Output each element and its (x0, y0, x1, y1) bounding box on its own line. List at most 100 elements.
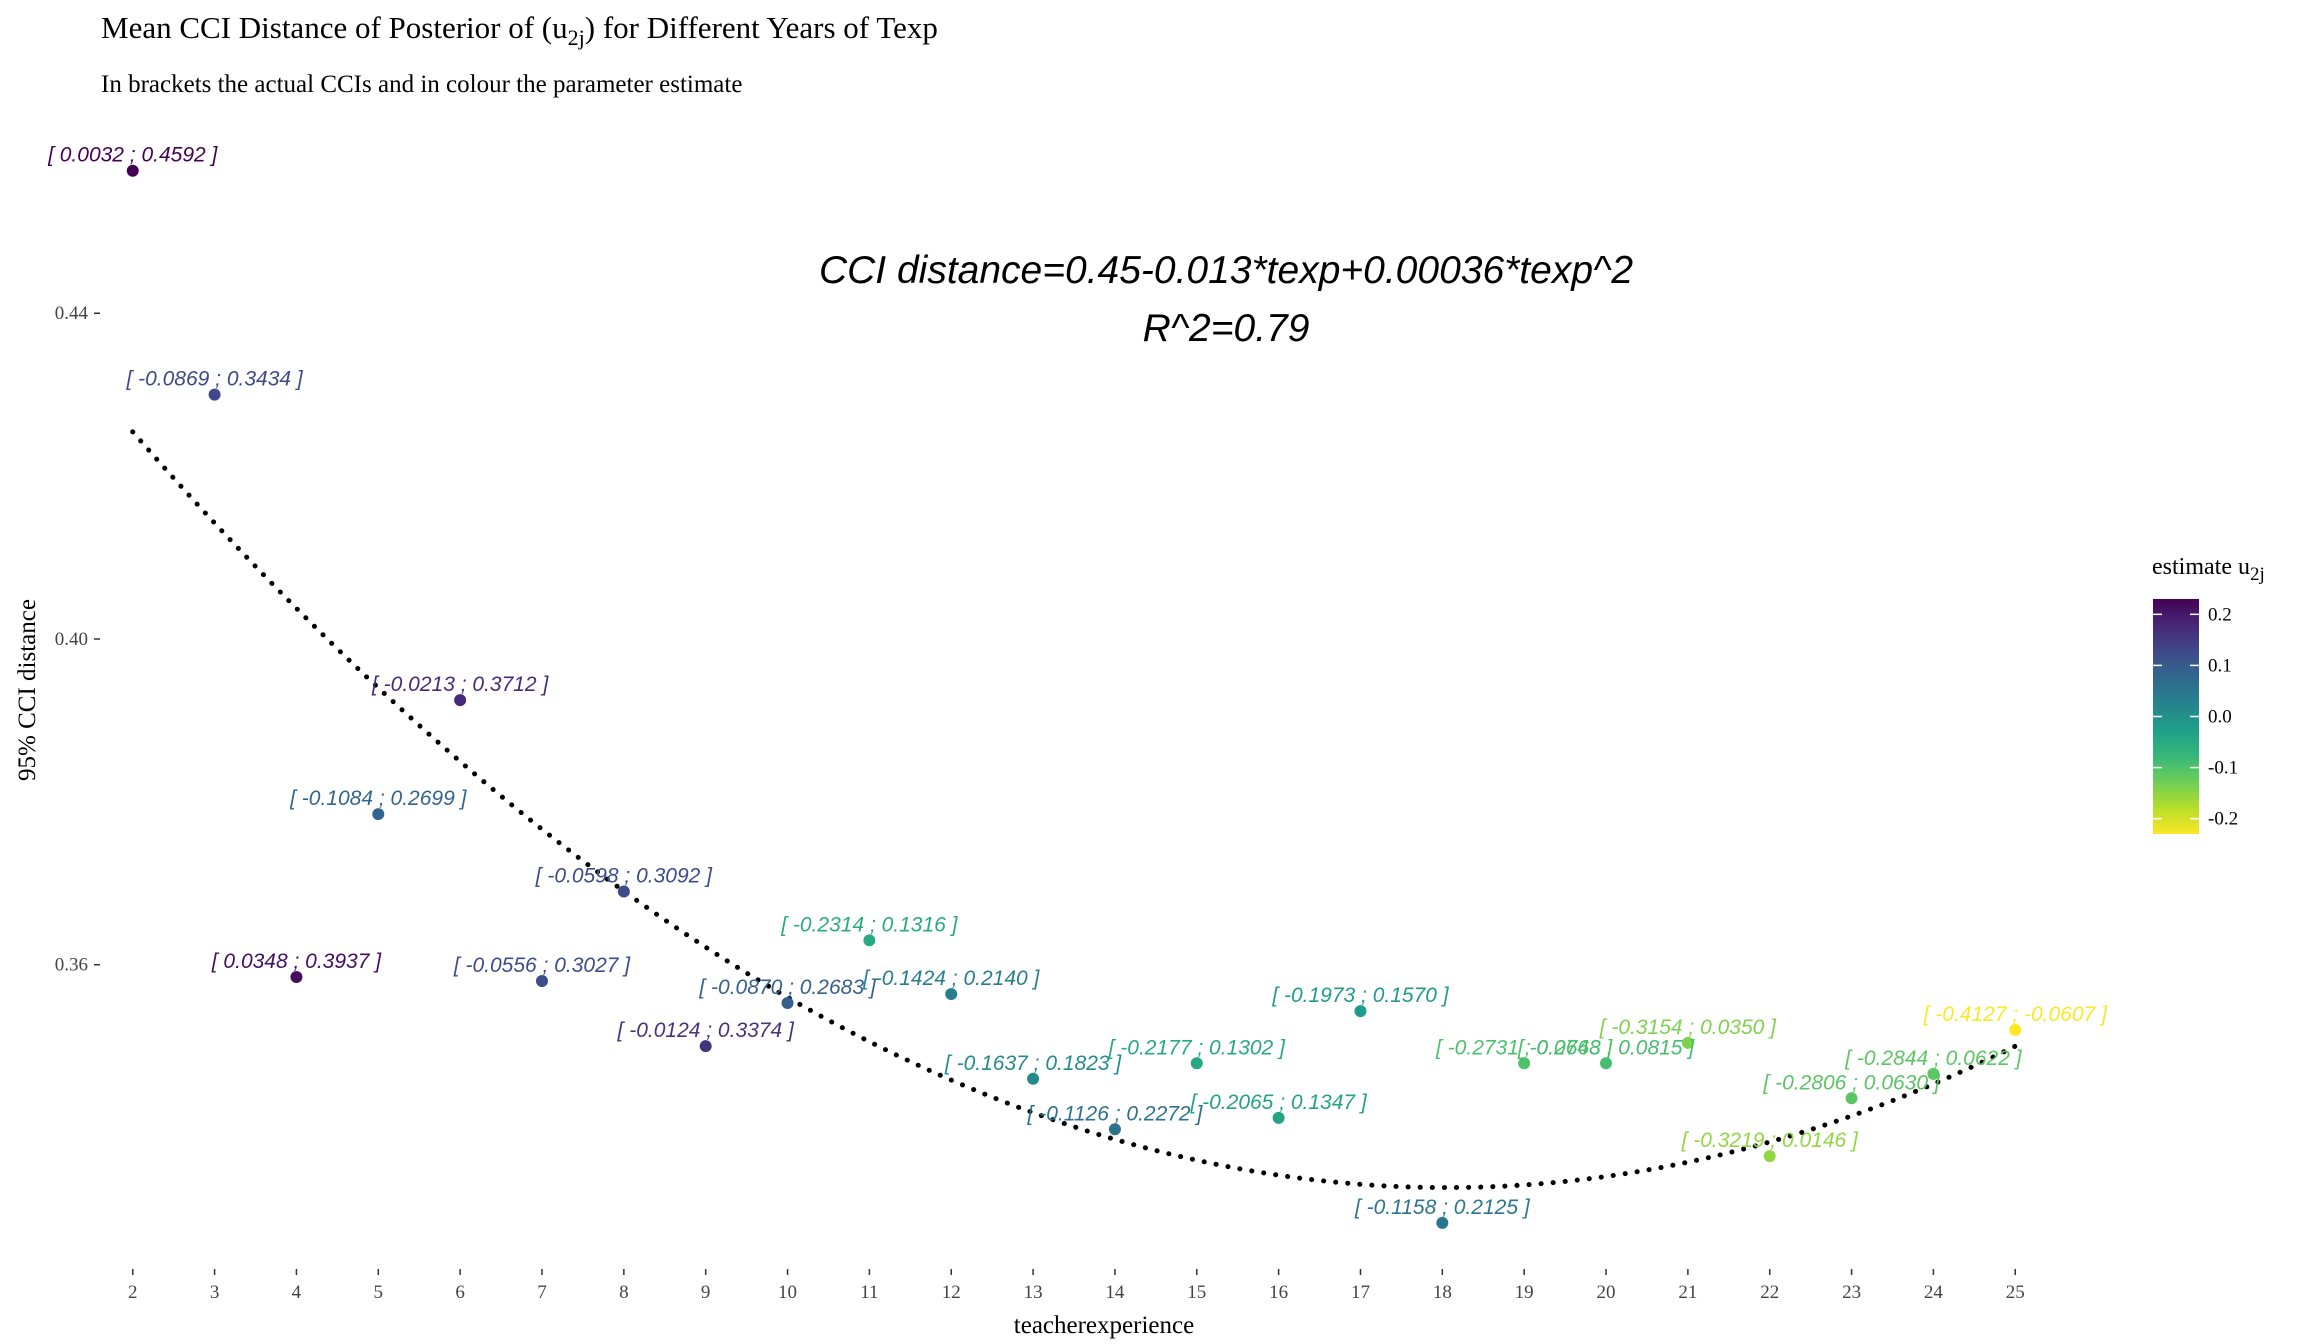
legend-tick-label: -0.2 (2208, 809, 2238, 830)
point-label: [ -0.1637 ; 0.1823 ] (944, 1052, 1122, 1075)
data-point (863, 934, 876, 947)
data-point (1763, 1150, 1776, 1163)
chart-subtitle: In brackets the actual CCIs and in colou… (101, 71, 742, 98)
point-label: [ -0.0124 ; 0.3374 ] (617, 1019, 795, 1042)
x-tick-label: 19 (1515, 1282, 1534, 1303)
data-point (1108, 1123, 1121, 1136)
point-label: [ -0.2806 ; 0.0630 ] (1762, 1071, 1940, 1094)
point-label: [ -0.2177 ; 0.1302 ] (1108, 1036, 1286, 1059)
data-point (1600, 1057, 1613, 1070)
x-tick-label: 8 (619, 1282, 629, 1303)
point-label: [ 0.0032 ; 0.4592 ] (47, 144, 218, 167)
data-point (781, 997, 794, 1010)
x-tick-label: 11 (860, 1282, 878, 1303)
legend-title-subscript: 2j (2250, 564, 2265, 585)
legend-tick-label: 0.1 (2208, 655, 2232, 676)
point-label: [ -0.1424 ; 0.2140 ] (862, 967, 1040, 990)
y-axis: 0.36 0.40 0.44 (55, 303, 100, 976)
point-label: [ -0.1126 ; 0.2272 ] (1027, 1102, 1204, 1125)
data-point (1354, 1005, 1367, 1018)
point-label: [ -0.2731 ; 0.0748 ] (1435, 1036, 1613, 1059)
fit-equation-annotation: CCI distance=0.45-0.013*texp+0.00036*tex… (819, 249, 1633, 292)
x-tick-label: 20 (1597, 1282, 1616, 1303)
data-point (1845, 1092, 1858, 1105)
x-tick-label: 21 (1678, 1282, 1697, 1303)
data-point (454, 694, 467, 707)
point-label: [ -0.2314 ; 0.1316 ] (780, 913, 958, 936)
x-tick-label: 6 (455, 1282, 465, 1303)
legend-title-main: estimate u (2152, 554, 2250, 580)
fit-curve (130, 429, 2018, 1191)
x-axis: 2 3 4 5 6 7 8 9 10 11 12 13 14 15 16 17 18 19 20 21 22 23 24 25 (128, 1269, 2025, 1303)
point-label: [ -0.0870 ; 0.2683 ] (698, 976, 876, 999)
x-tick-label: 4 (292, 1282, 302, 1303)
x-tick-label: 14 (1105, 1282, 1125, 1303)
title-main-text: Mean CCI Distance of Posterior of (u (101, 10, 568, 45)
x-tick-label: 22 (1760, 1282, 1779, 1303)
color-legend: estimate u2j 0.2 0.1 0.0 -0.1 -0.2 (2152, 554, 2265, 834)
point-label: [ -0.1973 ; 0.1570 ] (1271, 984, 1449, 1007)
data-point (945, 988, 958, 1001)
x-tick-label: 5 (374, 1282, 384, 1303)
point-label: [ -0.0556 ; 0.3027 ] (453, 954, 631, 977)
data-point (1436, 1216, 1449, 1229)
fit-curve-layer (130, 429, 2018, 1191)
x-tick-label: 16 (1269, 1282, 1288, 1303)
data-point (126, 164, 139, 177)
data-point (699, 1040, 712, 1053)
data-point (290, 970, 303, 983)
x-axis-title: teacherexperience (1014, 1312, 1194, 1339)
point-labels-layer: [ 0.0032 ; 0.4592 ] [ -0.0869 ; 0.3434 ] [… (47, 144, 2108, 1219)
point-label: [ -0.1158 ; 0.2125 ] (1354, 1196, 1531, 1219)
y-axis-title: 95% CCI distance (14, 599, 41, 781)
r-squared-annotation: R^2=0.79 (1143, 307, 1310, 350)
data-point (1681, 1036, 1694, 1049)
point-label: [ -0.0213 ; 0.3712 ] (371, 673, 549, 696)
point-label: [ -0.3154 ; 0.0350 ] (1599, 1016, 1777, 1039)
x-tick-label: 3 (210, 1282, 220, 1303)
point-label: [ -0.0598 ; 0.3092 ] (535, 864, 713, 887)
x-tick-label: 2 (128, 1282, 138, 1303)
point-label: [ -0.0869 ; 0.3434 ] (125, 368, 303, 391)
legend-tick-label: -0.1 (2208, 758, 2238, 779)
point-label: [ -0.1084 ; 0.2699 ] (289, 787, 467, 810)
x-tick-label: 9 (701, 1282, 711, 1303)
points-layer (126, 164, 2022, 1229)
point-label: [ 0.0348 ; 0.3937 ] (211, 950, 382, 973)
data-point (2009, 1023, 2022, 1036)
point-label: [ -0.2844 ; 0.0622 ] (1844, 1047, 2022, 1070)
data-point (1027, 1072, 1040, 1085)
legend-title: estimate u2j (2152, 554, 2265, 585)
point-label: [ -0.3219 ; 0.0146 ] (1681, 1129, 1859, 1152)
legend-ticks: 0.2 0.1 0.0 -0.1 -0.2 (2153, 604, 2238, 830)
title-rest-text: ) for Different Years of Texp (585, 10, 938, 45)
point-label: [ -0.4127 ; -0.0607 ] (1923, 1003, 2108, 1026)
data-point (617, 885, 630, 898)
x-tick-label: 23 (1842, 1282, 1861, 1303)
x-tick-label: 15 (1187, 1282, 1206, 1303)
x-tick-label: 10 (778, 1282, 797, 1303)
data-point (1518, 1057, 1531, 1070)
data-point (1272, 1111, 1285, 1124)
legend-tick-label: 0.0 (2208, 707, 2232, 728)
y-tick-label: 0.44 (55, 303, 89, 324)
data-point (372, 808, 385, 821)
x-tick-label: 25 (2006, 1282, 2025, 1303)
x-tick-label: 7 (537, 1282, 547, 1303)
title-subscript: 2j (568, 25, 585, 50)
x-tick-label: 24 (1924, 1282, 1944, 1303)
data-point (1927, 1067, 1940, 1080)
data-point (535, 975, 548, 988)
y-tick-label: 0.40 (55, 629, 88, 650)
point-label: [ -0.2065 ; 0.1347 ] (1189, 1091, 1367, 1114)
x-tick-label: 18 (1433, 1282, 1452, 1303)
data-point (208, 388, 221, 401)
legend-tick-label: 0.2 (2208, 604, 2232, 625)
x-tick-label: 12 (942, 1282, 961, 1303)
chart-title: Mean CCI Distance of Posterior of (u2j) … (101, 10, 938, 50)
point-label: [ -0.2663 ; 0.0815 ] (1517, 1036, 1695, 1059)
data-point (1190, 1057, 1203, 1070)
x-tick-label: 17 (1351, 1282, 1370, 1303)
x-tick-label: 13 (1024, 1282, 1043, 1303)
